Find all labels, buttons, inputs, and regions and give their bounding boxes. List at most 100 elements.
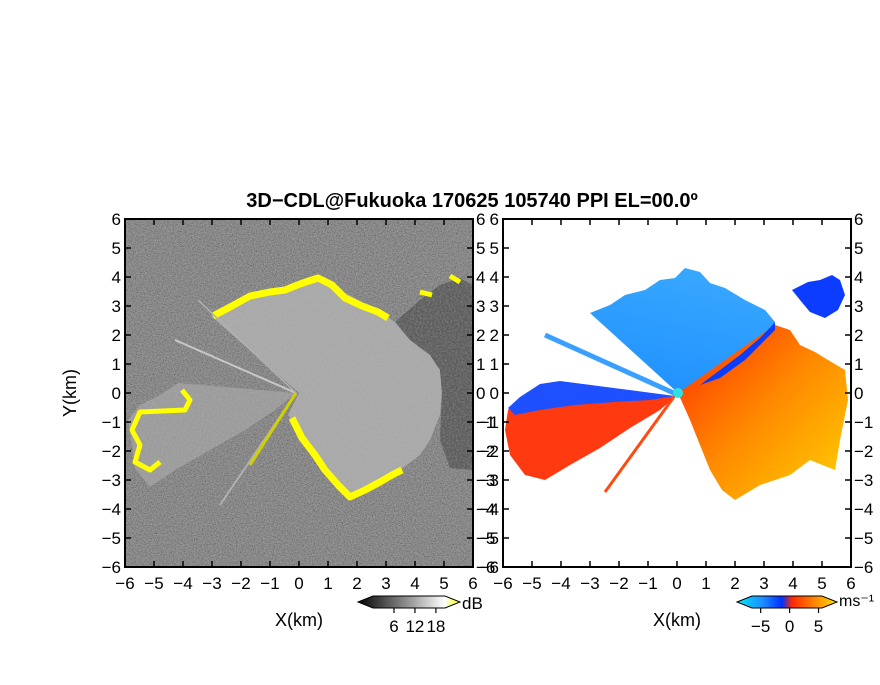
dbz-colorbar-ticks: 6 12 18 xyxy=(389,608,445,636)
reflectivity-ytick-label: −1 xyxy=(102,413,121,432)
reflectivity-ytick-label-right: −5 xyxy=(476,529,495,548)
reflectivity-rim-northeast xyxy=(419,273,462,298)
reflectivity-ytick-label-right: 4 xyxy=(476,268,485,287)
velocity-west-blue xyxy=(508,381,675,415)
reflectivity-xtick-label: −1 xyxy=(260,574,279,593)
velocity-ytick-label-right: 2 xyxy=(854,326,863,345)
velocity-ytick-label-right: −5 xyxy=(854,529,873,548)
reflectivity-xtick-label: 4 xyxy=(410,574,419,593)
velocity-ytick-label-right: −4 xyxy=(854,500,873,519)
reflectivity-xtick-label: −6 xyxy=(115,574,134,593)
velocity-colorbar-tick-label: 5 xyxy=(814,617,823,636)
velocity-northeast-patches xyxy=(792,275,845,318)
velocity-ytick-label: −1 xyxy=(480,413,499,432)
velocity-ytick-label: 3 xyxy=(490,297,499,316)
velocity-ytick-label-right: 1 xyxy=(854,355,863,374)
reflectivity-xtick-label: 3 xyxy=(381,574,390,593)
velocity-radar-origin xyxy=(673,388,683,398)
velocity-colorbar: ms⁻¹ −5 0 5 xyxy=(735,593,874,636)
velocity-colorbar-fill xyxy=(735,595,839,609)
velocity-panel: −6 −5 −4 −3 −2 −1 0 1 2 3 4 5 6−6 −6−5 −5−4 −4−3 −3−2 −2−… xyxy=(480,210,874,593)
reflectivity-xtick-label: −2 xyxy=(231,574,250,593)
velocity-ytick-label-right: −6 xyxy=(854,558,873,577)
reflectivity-ytick-label-right: 5 xyxy=(476,239,485,258)
reflectivity-ytick-label-right: −6 xyxy=(476,558,495,577)
reflectivity-ytick-label: 2 xyxy=(112,326,121,345)
velocity-ytick-label: 6 xyxy=(490,210,499,229)
velocity-axes: −6 −5 −4 −3 −2 −1 0 1 2 3 4 5 6−6 −6−5 −5−4 −4−3 −3−2 −2−… xyxy=(480,210,874,593)
velocity-ytick-label: 4 xyxy=(490,268,499,287)
velocity-spoke xyxy=(543,332,678,397)
right-xlabel: X(km) xyxy=(653,610,701,630)
velocity-spoke-2 xyxy=(603,393,678,493)
reflectivity-xtick-label: −3 xyxy=(202,574,221,593)
velocity-receding xyxy=(678,325,848,500)
reflectivity-ytick-label-right: 3 xyxy=(476,297,485,316)
velocity-ytick-label: −3 xyxy=(480,471,499,490)
velocity-xtick-label: 1 xyxy=(701,574,710,593)
velocity-ytick-label-right: 6 xyxy=(854,210,863,229)
velocity-colorbar-tick-label: 0 xyxy=(785,617,794,636)
reflectivity-ytick-label: −3 xyxy=(102,471,121,490)
reflectivity-speckle xyxy=(125,219,473,567)
velocity-ytick-label-right: 0 xyxy=(854,384,863,403)
reflectivity-ytick-label-right: 1 xyxy=(476,355,485,374)
reflectivity-ytick-label-right: −3 xyxy=(476,471,495,490)
reflectivity-axes: −6 −5 −4 −3 −2 −1 0 1 2 3 4 5 6−6−5−4−3−2−10123456−6… xyxy=(102,210,496,593)
reflectivity-ytick-label-right: −4 xyxy=(476,500,495,519)
reflectivity-ytick-label: 1 xyxy=(112,355,121,374)
reflectivity-ytick-label: 3 xyxy=(112,297,121,316)
reflectivity-rim-north xyxy=(211,274,390,322)
reflectivity-ytick-label: −6 xyxy=(102,558,121,577)
dbz-colorbar-tick-label: 12 xyxy=(405,617,424,636)
velocity-xtick-label: −2 xyxy=(609,574,628,593)
velocity-ytick-label: −4 xyxy=(480,500,499,519)
reflectivity-spoke-1 xyxy=(174,339,297,394)
velocity-xtick-label: −4 xyxy=(551,574,570,593)
velocity-ytick-label-right: −2 xyxy=(854,442,873,461)
dbz-colorbar: dB 6 12 18 xyxy=(356,594,483,636)
velocity-ytick-label: 2 xyxy=(490,326,499,345)
reflectivity-ytick-label-right: 6 xyxy=(476,210,485,229)
velocity-xtick-label: 5 xyxy=(817,574,826,593)
reflectivity-ytick-label-right: −1 xyxy=(476,413,495,432)
velocity-xtick-label: −3 xyxy=(580,574,599,593)
reflectivity-ytick-label-right: 2 xyxy=(476,326,485,345)
velocity-ytick-label: −2 xyxy=(480,442,499,461)
reflectivity-xtick-label: 0 xyxy=(294,574,303,593)
reflectivity-xtick-label: −5 xyxy=(144,574,163,593)
velocity-xtick-label: −1 xyxy=(638,574,657,593)
velocity-xtick-label: 0 xyxy=(672,574,681,593)
figure-title: 3D−CDL@Fukuoka 170625 105740 PPI EL=00.0… xyxy=(246,190,698,212)
velocity-xtick-label: 6 xyxy=(846,574,855,593)
reflectivity-panel: −6 −5 −4 −3 −2 −1 0 1 2 3 4 5 6−6−5−4−3−2−10123456−6… xyxy=(102,210,496,593)
reflectivity-ytick-label: −5 xyxy=(102,529,121,548)
reflectivity-ytick-label: 0 xyxy=(112,384,121,403)
reflectivity-rim-south xyxy=(288,416,404,501)
velocity-ytick-label-right: −3 xyxy=(854,471,873,490)
left-xlabel: X(km) xyxy=(275,610,323,630)
reflectivity-xtick-label: 2 xyxy=(352,574,361,593)
reflectivity-ytick-label: −2 xyxy=(102,442,121,461)
velocity-ytick-label: 0 xyxy=(490,384,499,403)
reflectivity-xtick-label: 6 xyxy=(468,574,477,593)
velocity-ytick-label-right: −1 xyxy=(854,413,873,432)
velocity-ytick-label: −5 xyxy=(480,529,499,548)
reflectivity-rim-west xyxy=(129,388,193,473)
reflectivity-ytick-label: −4 xyxy=(102,500,121,519)
velocity-ytick-label: 1 xyxy=(490,355,499,374)
velocity-xtick-label: −5 xyxy=(522,574,541,593)
velocity-ytick-label-right: 5 xyxy=(854,239,863,258)
velocity-xtick-label: 3 xyxy=(759,574,768,593)
velocity-xtick-label: 4 xyxy=(788,574,797,593)
dbz-colorbar-fill xyxy=(356,595,462,609)
reflectivity-spoke-4 xyxy=(248,392,298,466)
left-ylabel: Y(km) xyxy=(60,369,80,417)
dbz-colorbar-unit: dB xyxy=(462,594,483,613)
velocity-colorbar-unit: ms⁻¹ xyxy=(839,593,874,610)
dbz-colorbar-tick-label: 18 xyxy=(426,617,445,636)
velocity-ytick-label-right: 4 xyxy=(854,268,863,287)
reflectivity-ytick-label: 6 xyxy=(112,210,121,229)
